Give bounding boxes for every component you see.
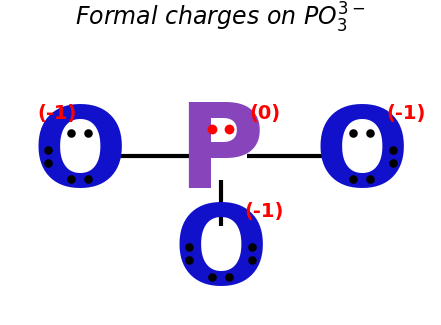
Text: O: O: [314, 102, 409, 210]
Point: [367, 130, 374, 135]
Text: (-1): (-1): [37, 105, 77, 124]
Text: $\bf\mathit{Formal\ charges\ on\ PO_3^{3-}}$: $\bf\mathit{Formal\ charges\ on\ PO_3^{3…: [75, 1, 366, 35]
Text: O: O: [32, 102, 127, 210]
Point: [67, 130, 74, 135]
Point: [208, 274, 215, 280]
Point: [85, 177, 92, 182]
Point: [226, 127, 233, 132]
Point: [67, 177, 74, 182]
Point: [185, 257, 192, 263]
Point: [44, 147, 51, 152]
Text: (-1): (-1): [386, 105, 425, 124]
Text: O: O: [173, 200, 268, 307]
Point: [208, 127, 215, 132]
Point: [185, 244, 192, 250]
Text: (-1): (-1): [245, 202, 284, 221]
Point: [349, 177, 356, 182]
Point: [390, 160, 397, 165]
Text: P: P: [177, 98, 264, 214]
Point: [349, 130, 356, 135]
Point: [226, 274, 233, 280]
Point: [85, 130, 92, 135]
Text: (0): (0): [249, 105, 280, 124]
Point: [44, 160, 51, 165]
Point: [249, 257, 256, 263]
Point: [249, 244, 256, 250]
Point: [390, 147, 397, 152]
Point: [367, 177, 374, 182]
